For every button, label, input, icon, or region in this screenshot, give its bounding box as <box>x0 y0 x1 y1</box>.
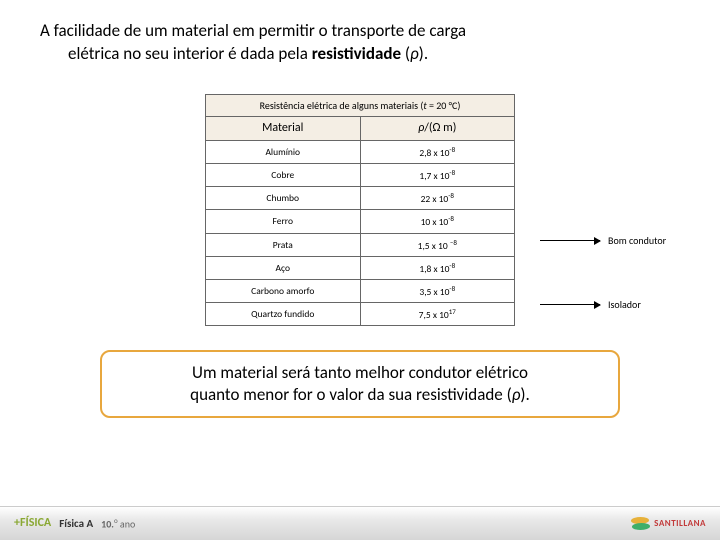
arrow-icon <box>540 240 600 241</box>
cell-material: Ferro <box>206 210 361 233</box>
val-exp: -8 <box>449 145 455 154</box>
plus-fisica: FÍSICA <box>20 516 51 530</box>
table-caption: Resistência elétrica de alguns materiais… <box>206 94 515 116</box>
title-l2-bold: resistividade <box>312 43 401 64</box>
caption-pre: Resistência elétrica de alguns materiais… <box>260 99 424 112</box>
table-row: Aço 1,8 x 10-8 <box>206 256 515 279</box>
conclusion-box: Um material será tanto melhor condutor e… <box>100 350 620 418</box>
col-rho: ρ/(Ω m) <box>360 116 515 140</box>
conclusion-l2-pre: quanto menor for o valor da sua resistiv… <box>190 384 512 405</box>
cell-material: Prata <box>206 233 361 256</box>
resistivity-table: Resistência elétrica de alguns materiais… <box>205 94 515 326</box>
cell-value: 3,5 x 10-8 <box>360 279 515 302</box>
arrow-insulator: Isolador <box>540 298 641 311</box>
val-pre: 1,8 x 10 <box>419 263 449 275</box>
table-header-row: Material ρ/(Ω m) <box>206 116 515 140</box>
table-row: Quartzo fundido 7,5 x 1017 <box>206 302 515 325</box>
arrow-label-good: Bom condutor <box>608 234 666 247</box>
table-row: Cobre 1,7 x 10-8 <box>206 164 515 187</box>
ano-bold: 10. <box>101 518 114 531</box>
footer-right: SANTILLANA <box>631 517 706 531</box>
table-row: Prata 1,5 x 10 –8 <box>206 233 515 256</box>
ano-rest: ano <box>118 518 136 531</box>
col-rho-unit: /(Ω m) <box>424 121 456 135</box>
santillana-icon <box>631 517 649 531</box>
title-l2-pre: elétrica no seu interior é dada pela <box>68 43 312 64</box>
table-region: Resistência elétrica de alguns materiais… <box>150 94 570 326</box>
cell-material: Quartzo fundido <box>206 302 361 325</box>
val-pre: 22 x 10 <box>421 193 449 205</box>
cell-value: 10 x 10-8 <box>360 210 515 233</box>
title-l2-end: ). <box>419 43 428 64</box>
val-pre: 1,7 x 10 <box>419 170 449 182</box>
plus-logo: +FÍSICA <box>14 516 51 530</box>
val-pre: 3,5 x 10 <box>419 286 449 298</box>
val-pre: 2,8 x 10 <box>419 147 449 159</box>
cell-material: Chumbo <box>206 187 361 210</box>
title-line1: A facilidade de um material em permitir … <box>40 20 466 41</box>
cell-value: 7,5 x 1017 <box>360 302 515 325</box>
table-row: Chumbo 22 x 10-8 <box>206 187 515 210</box>
table-caption-row: Resistência elétrica de alguns materiais… <box>206 94 515 116</box>
table-row: Alumínio 2,8 x 10-8 <box>206 140 515 163</box>
caption-post: = 20 °C) <box>427 99 461 112</box>
cell-material: Cobre <box>206 164 361 187</box>
arrow-label-bad: Isolador <box>608 298 641 311</box>
cell-material: Alumínio <box>206 140 361 163</box>
conclusion-l2-end: ). <box>520 384 529 405</box>
footer-left: +FÍSICA Física A 10.o ano <box>14 516 135 530</box>
val-exp: -8 <box>449 284 455 293</box>
cell-value: 1,8 x 10-8 <box>360 256 515 279</box>
cell-value: 22 x 10-8 <box>360 187 515 210</box>
cell-value: 1,5 x 10 –8 <box>360 233 515 256</box>
val-exp: -8 <box>449 168 455 177</box>
title-line2: elétrica no seu interior é dada pela res… <box>40 43 680 66</box>
fisica-a-label: Física A <box>59 517 93 530</box>
val-pre: 1,5 x 10 <box>418 240 450 252</box>
cell-value: 2,8 x 10-8 <box>360 140 515 163</box>
cell-material: Carbono amorfo <box>206 279 361 302</box>
cell-material: Aço <box>206 256 361 279</box>
ano-label: 10.o ano <box>101 516 135 530</box>
val-exp: –8 <box>450 238 457 247</box>
santillana-label: SANTILLANA <box>654 518 706 529</box>
page-title: A facilidade de um material em permitir … <box>0 0 720 76</box>
title-l2-post: ( <box>401 43 410 64</box>
arrow-good-conductor: Bom condutor <box>540 234 666 247</box>
table-row: Ferro 10 x 10-8 <box>206 210 515 233</box>
conclusion-line1: Um material será tanto melhor condutor e… <box>192 362 528 383</box>
cell-value: 1,7 x 10-8 <box>360 164 515 187</box>
val-exp: -8 <box>448 214 454 223</box>
col-material: Material <box>206 116 361 140</box>
table-row: Carbono amorfo 3,5 x 10-8 <box>206 279 515 302</box>
footer-bar: +FÍSICA Física A 10.o ano SANTILLANA <box>0 506 720 540</box>
arrow-icon <box>540 304 600 305</box>
val-pre: 10 x 10 <box>421 217 449 229</box>
val-exp: -8 <box>449 261 455 270</box>
title-l2-rho: ρ <box>410 43 419 64</box>
val-exp: 17 <box>449 307 456 316</box>
val-exp: -8 <box>448 191 454 200</box>
val-pre: 7,5 x 10 <box>419 309 449 321</box>
